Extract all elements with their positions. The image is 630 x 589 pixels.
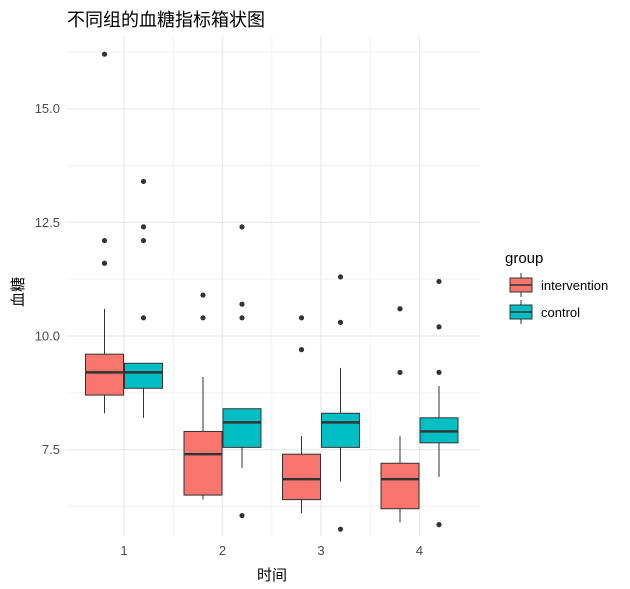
outlier-point <box>337 274 344 280</box>
x-tick-labels: 1 2 3 4 <box>120 543 423 558</box>
legend-label-intervention: intervention <box>541 278 608 293</box>
x-tick-label: 4 <box>416 543 423 558</box>
outlier-point <box>140 178 147 185</box>
x-tick-label: 1 <box>120 543 127 558</box>
legend-label-control: control <box>541 305 580 320</box>
outlier-point <box>397 306 403 312</box>
chart-title: 不同组的血糖指标箱状图 <box>67 10 265 31</box>
outlier-point <box>200 315 206 321</box>
x-tick-label: 3 <box>317 543 324 558</box>
box-layer <box>85 51 459 532</box>
legend: group intervention control <box>505 250 608 325</box>
outlier-point <box>239 315 245 321</box>
outlier-point <box>140 237 147 244</box>
box-intervention-1 <box>85 51 124 414</box>
outlier-point <box>436 324 442 330</box>
box-intervention-3 <box>282 315 321 514</box>
box-body <box>380 462 420 510</box>
y-tick-label: 7.5 <box>42 442 60 457</box>
outlier-point <box>298 347 305 353</box>
y-axis-title: 血糖 <box>9 277 27 307</box>
box-body <box>222 408 262 448</box>
box-control-3 <box>321 274 360 532</box>
outlier-point <box>101 237 108 244</box>
box-control-1 <box>124 178 163 418</box>
outlier-point <box>101 51 108 57</box>
y-tick-label: 10.0 <box>35 329 60 344</box>
y-tick-labels: 7.5 10.0 12.5 15.0 <box>35 101 60 457</box>
outlier-point <box>397 369 403 375</box>
outlier-point <box>337 319 344 325</box>
box-intervention-4 <box>380 306 420 523</box>
outlier-point <box>140 224 147 230</box>
box-intervention-2 <box>183 292 223 500</box>
x-axis-title: 时间 <box>257 566 287 584</box>
outlier-point <box>298 315 305 321</box>
legend-key-intervention <box>508 272 534 298</box>
box-body <box>124 362 163 389</box>
box-control-4 <box>419 278 459 528</box>
outlier-point <box>436 369 442 375</box>
box-body <box>282 453 321 501</box>
legend-title: group <box>505 250 543 267</box>
y-tick-label: 15.0 <box>35 101 60 116</box>
outlier-point <box>239 301 245 307</box>
outlier-point <box>140 315 147 321</box>
grid-lines <box>67 36 480 536</box>
outlier-point <box>436 522 442 528</box>
y-tick-label: 12.5 <box>35 215 60 230</box>
outlier-point <box>200 292 206 298</box>
outlier-point <box>239 224 245 230</box>
outlier-point <box>239 512 245 519</box>
outlier-point <box>436 278 442 285</box>
x-tick-label: 2 <box>219 543 226 558</box>
box-body <box>183 430 223 496</box>
outlier-point <box>101 260 108 266</box>
box-body <box>85 353 124 396</box>
box-control-2 <box>222 224 262 519</box>
legend-key-control <box>508 299 534 325</box>
box-body <box>321 412 360 448</box>
outlier-point <box>337 526 344 532</box>
